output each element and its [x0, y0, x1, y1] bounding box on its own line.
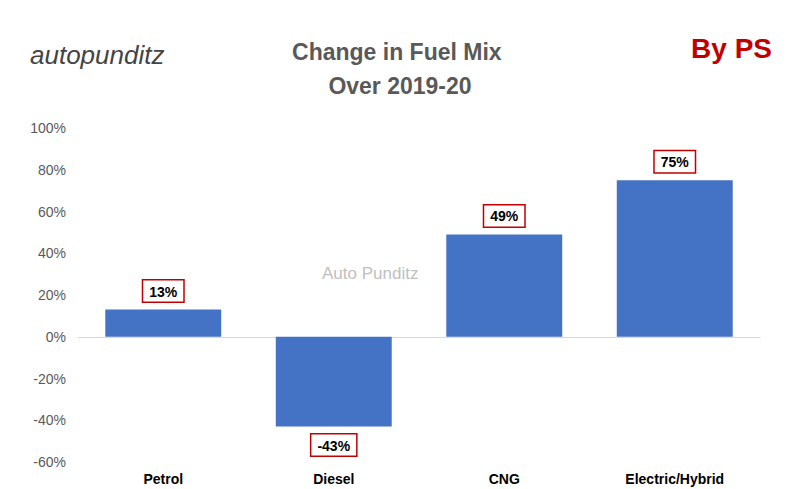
svg-text:-40%: -40%: [33, 412, 66, 428]
svg-text:Diesel: Diesel: [313, 471, 354, 487]
svg-text:-43%: -43%: [317, 438, 350, 454]
svg-text:Over 2019-20: Over 2019-20: [328, 73, 471, 99]
svg-text:CNG: CNG: [489, 471, 520, 487]
svg-text:60%: 60%: [38, 204, 66, 220]
svg-text:13%: 13%: [149, 284, 178, 300]
svg-text:49%: 49%: [490, 208, 519, 224]
svg-text:0%: 0%: [46, 329, 66, 345]
svg-text:Electric/Hybrid: Electric/Hybrid: [625, 471, 724, 487]
svg-text:Petrol: Petrol: [143, 471, 183, 487]
svg-text:-60%: -60%: [33, 454, 66, 470]
svg-text:-20%: -20%: [33, 371, 66, 387]
svg-text:By PS: By PS: [691, 33, 772, 64]
svg-text:75%: 75%: [661, 154, 690, 170]
svg-text:100%: 100%: [30, 120, 66, 136]
svg-text:20%: 20%: [38, 287, 66, 303]
svg-text:autopunditz: autopunditz: [30, 40, 164, 70]
svg-text:Change in Fuel Mix: Change in Fuel Mix: [292, 39, 508, 65]
svg-text:40%: 40%: [38, 245, 66, 261]
svg-text:80%: 80%: [38, 162, 66, 178]
svg-text:Auto Punditz: Auto Punditz: [322, 264, 418, 283]
